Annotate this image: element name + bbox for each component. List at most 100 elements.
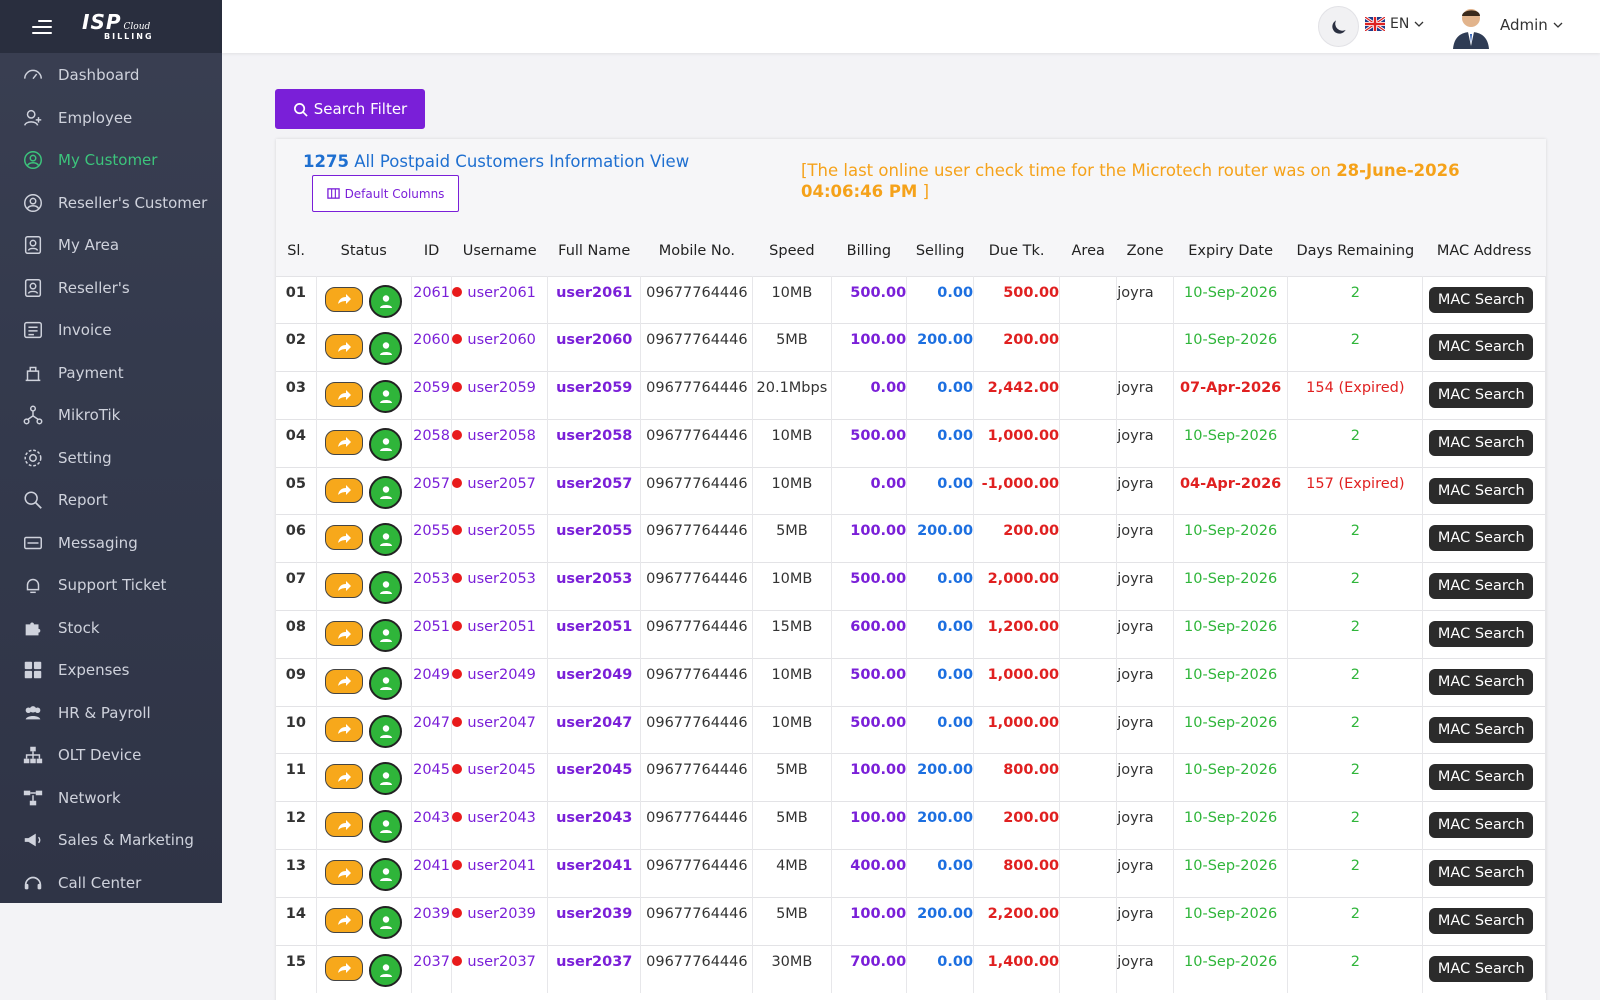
forward-button[interactable] [325, 812, 364, 838]
sidebar-item-dashboard[interactable]: Dashboard [0, 54, 222, 97]
sidebar-item-messaging[interactable]: Messaging [0, 522, 222, 565]
mac-search-button[interactable]: MAC Search [1429, 668, 1534, 695]
avatar[interactable] [1450, 5, 1492, 49]
sidebar-item-invoice[interactable]: Invoice [0, 309, 222, 352]
user-status-button[interactable] [369, 523, 403, 557]
sidebar-item-hr-payroll[interactable]: HR & Payroll [0, 692, 222, 735]
id-cell[interactable]: 2055 [411, 514, 453, 563]
full-name-cell[interactable]: user2058 [547, 419, 642, 468]
full-name-cell[interactable]: user2043 [547, 801, 642, 850]
user-status-button[interactable] [369, 619, 403, 653]
id-cell[interactable]: 2039 [411, 897, 453, 946]
sidebar-item-stock[interactable]: Stock [0, 607, 222, 650]
id-cell[interactable]: 2053 [411, 562, 453, 611]
sidebar-item-report[interactable]: Report [0, 479, 222, 522]
user-status-button[interactable] [369, 475, 403, 509]
forward-button[interactable] [325, 716, 364, 742]
mac-search-button[interactable]: MAC Search [1429, 716, 1534, 743]
username-cell[interactable]: user2060 [451, 323, 549, 372]
column-header[interactable]: Area [1071, 242, 1105, 259]
username-cell[interactable]: user2061 [451, 276, 549, 324]
mac-search-button[interactable]: MAC Search [1429, 860, 1534, 887]
full-name-cell[interactable]: user2060 [547, 323, 642, 372]
mac-search-button[interactable]: MAC Search [1429, 573, 1534, 600]
id-cell[interactable]: 2043 [411, 801, 453, 850]
username-cell[interactable]: user2058 [451, 419, 549, 468]
sidebar-item-reseller-s-customer[interactable]: Reseller's Customer [0, 182, 222, 225]
mac-search-button[interactable]: MAC Search [1429, 525, 1534, 552]
mac-search-button[interactable]: MAC Search [1429, 621, 1534, 648]
sidebar-item-reseller-s[interactable]: Reseller's [0, 267, 222, 310]
column-header[interactable]: ID [423, 242, 440, 259]
menu-toggle-icon[interactable] [32, 19, 54, 35]
logo[interactable]: ISP Cloud BILLING [82, 12, 154, 41]
forward-button[interactable] [325, 668, 364, 694]
username-cell[interactable]: user2047 [451, 706, 549, 754]
username-cell[interactable]: user2041 [451, 849, 549, 898]
sidebar-item-olt-device[interactable]: OLT Device [0, 734, 222, 777]
forward-button[interactable] [325, 955, 364, 981]
full-name-cell[interactable]: user2051 [547, 610, 642, 659]
user-status-button[interactable] [369, 858, 403, 892]
full-name-cell[interactable]: user2057 [547, 467, 642, 515]
column-header[interactable]: Status [340, 242, 387, 259]
dark-mode-toggle[interactable] [1318, 6, 1359, 47]
username-cell[interactable]: user2039 [451, 897, 549, 946]
user-status-button[interactable] [369, 953, 403, 987]
column-header[interactable]: Zone [1126, 242, 1164, 259]
forward-button[interactable] [325, 573, 364, 599]
full-name-cell[interactable]: user2053 [547, 562, 642, 611]
mac-search-button[interactable]: MAC Search [1429, 907, 1534, 934]
column-header[interactable]: Selling [915, 242, 965, 259]
forward-button[interactable] [325, 334, 364, 360]
admin-menu[interactable]: Admin [1500, 16, 1563, 34]
forward-button[interactable] [325, 477, 364, 503]
id-cell[interactable]: 2045 [411, 753, 453, 802]
sidebar-item-call-center[interactable]: Call Center [0, 862, 222, 905]
mac-search-button[interactable]: MAC Search [1429, 382, 1534, 409]
sidebar-item-support-ticket[interactable]: Support Ticket [0, 564, 222, 607]
username-cell[interactable]: user2045 [451, 753, 549, 802]
forward-button[interactable] [325, 621, 364, 647]
mac-search-button[interactable]: MAC Search [1429, 764, 1534, 791]
sidebar-item-employee[interactable]: Employee [0, 97, 222, 140]
username-cell[interactable]: user2051 [451, 610, 549, 659]
default-columns-button[interactable]: Default Columns [312, 175, 459, 212]
user-status-button[interactable] [369, 427, 403, 461]
full-name-cell[interactable]: user2045 [547, 753, 642, 802]
mac-search-button[interactable]: MAC Search [1429, 334, 1534, 361]
id-cell[interactable]: 2060 [411, 323, 453, 372]
column-header[interactable]: Expiry Date [1188, 242, 1274, 259]
search-filter-button[interactable]: Search Filter [275, 89, 425, 129]
sidebar-item-expenses[interactable]: Expenses [0, 649, 222, 692]
user-status-button[interactable] [369, 332, 403, 366]
id-cell[interactable]: 2057 [411, 467, 453, 515]
user-status-button[interactable] [369, 380, 403, 414]
sidebar-item-network[interactable]: Network [0, 777, 222, 820]
user-status-button[interactable] [369, 762, 403, 796]
forward-button[interactable] [325, 429, 364, 455]
full-name-cell[interactable]: user2059 [547, 371, 642, 420]
full-name-cell[interactable]: user2061 [547, 276, 642, 324]
full-name-cell[interactable]: user2049 [547, 658, 642, 707]
forward-button[interactable] [325, 907, 364, 933]
username-cell[interactable]: user2057 [451, 467, 549, 515]
column-header[interactable]: Speed [769, 242, 815, 259]
full-name-cell[interactable]: user2041 [547, 849, 642, 898]
forward-button[interactable] [325, 860, 364, 886]
user-status-button[interactable] [369, 714, 403, 748]
sidebar-item-my-area[interactable]: My Area [0, 224, 222, 267]
mac-search-button[interactable]: MAC Search [1429, 812, 1534, 839]
user-status-button[interactable] [369, 571, 403, 605]
username-cell[interactable]: user2049 [451, 658, 549, 707]
sidebar-item-mikrotik[interactable]: MikroTik [0, 394, 222, 437]
sidebar-item-my-customer[interactable]: My Customer [0, 139, 222, 182]
mac-search-button[interactable]: MAC Search [1429, 286, 1534, 313]
user-status-button[interactable] [369, 905, 403, 939]
mac-search-button[interactable]: MAC Search [1429, 477, 1534, 504]
username-cell[interactable]: user2059 [451, 371, 549, 420]
username-cell[interactable]: user2055 [451, 514, 549, 563]
id-cell[interactable]: 2061 [411, 276, 453, 324]
mac-search-button[interactable]: MAC Search [1429, 429, 1534, 456]
id-cell[interactable]: 2058 [411, 419, 453, 468]
